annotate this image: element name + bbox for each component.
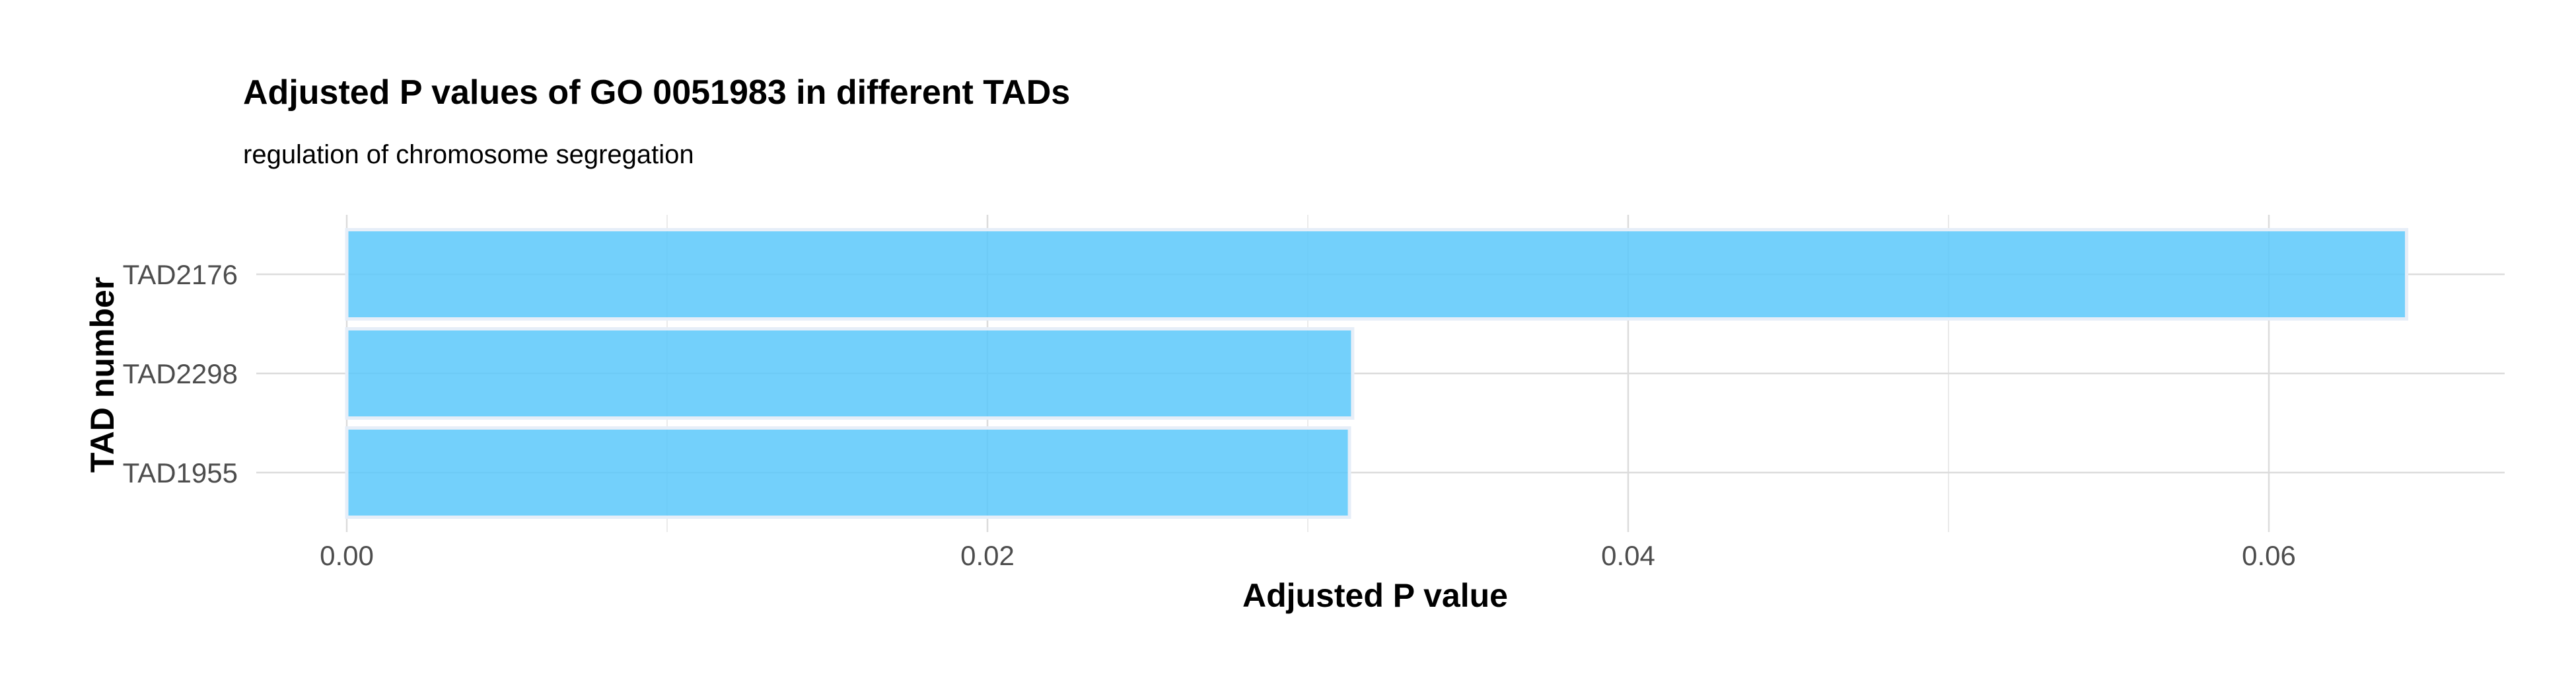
x-tick-label: 0.02 [960,540,1015,571]
x-tick-label: 0.06 [2242,540,2296,571]
y-tick-label: TAD2176 [123,259,238,290]
y-tick-label: TAD2298 [123,358,238,389]
chart-subtitle: regulation of chromosome segregation [243,140,694,169]
bar-tad2176 [345,228,2409,321]
y-axis-title: TAD number [84,277,121,473]
bar-tad2298 [345,327,1355,420]
x-tick-label: 0.00 [320,540,374,571]
x-axis-title: Adjusted P value [1242,577,1508,614]
chart-title: Adjusted P values of GO 0051983 in diffe… [243,73,1071,112]
x-tick-label: 0.04 [1601,540,1655,571]
y-tick-label: TAD1955 [123,457,238,488]
bar-tad1955 [345,426,1351,519]
